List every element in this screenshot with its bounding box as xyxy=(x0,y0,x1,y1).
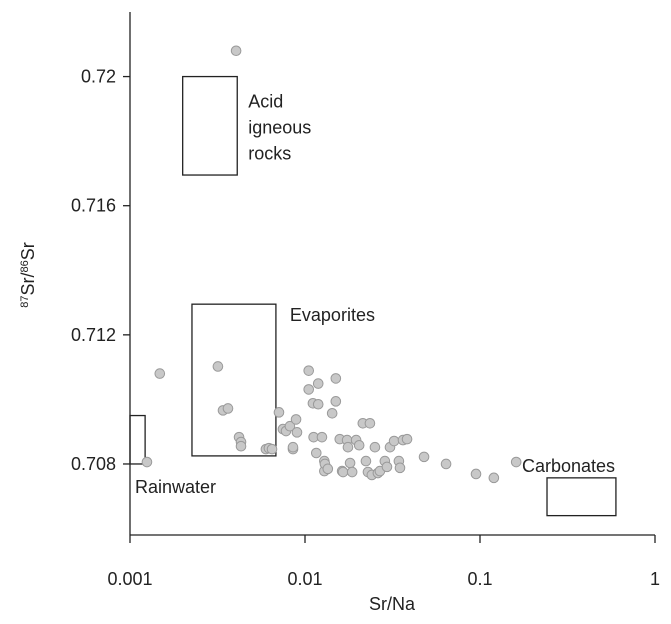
region-label: Rainwater xyxy=(135,477,216,497)
point xyxy=(344,457,356,469)
point xyxy=(303,384,315,395)
point xyxy=(322,463,334,475)
point xyxy=(284,420,296,432)
x-axis-title: Sr/Na xyxy=(369,594,416,614)
y-tick-label: 0.72 xyxy=(81,67,116,87)
y-tick-label: 0.716 xyxy=(71,196,116,216)
point xyxy=(312,398,324,410)
point xyxy=(418,451,430,463)
region-label: Carbonates xyxy=(522,456,615,476)
region-label: Acid xyxy=(248,92,283,112)
point xyxy=(353,439,365,451)
point xyxy=(291,427,303,438)
point xyxy=(360,455,372,467)
y-axis-title-sup: 86 xyxy=(19,260,31,272)
y-tick-label: 0.712 xyxy=(71,325,116,345)
point xyxy=(212,361,224,372)
point xyxy=(154,368,166,379)
point xyxy=(440,458,452,470)
point xyxy=(470,468,482,480)
point xyxy=(222,403,234,414)
point xyxy=(381,461,393,473)
region-label: Evaporites xyxy=(290,305,375,325)
point xyxy=(337,466,349,478)
region-label: igneous xyxy=(248,118,311,138)
region-box xyxy=(191,303,277,457)
point xyxy=(330,396,342,407)
point xyxy=(510,456,522,468)
region-box xyxy=(182,75,238,176)
point xyxy=(330,373,342,384)
x-tick-label: 1 xyxy=(650,569,660,589)
point xyxy=(394,462,406,474)
point xyxy=(401,433,413,445)
point xyxy=(369,441,381,453)
point xyxy=(230,45,242,57)
point xyxy=(346,466,358,478)
y-axis-title-part: Sr xyxy=(18,242,38,260)
point xyxy=(488,472,500,484)
y-tick-label: 0.708 xyxy=(71,454,116,474)
region-box xyxy=(129,414,146,465)
x-tick-label: 0.001 xyxy=(107,569,152,589)
point xyxy=(388,435,400,447)
point xyxy=(287,441,299,453)
point xyxy=(364,417,376,429)
point xyxy=(326,407,338,419)
point xyxy=(266,443,278,455)
point xyxy=(290,414,302,425)
point xyxy=(273,407,285,418)
point xyxy=(316,431,328,443)
point xyxy=(310,447,322,459)
y-axis-title: 87Sr/86Sr xyxy=(18,242,38,308)
point xyxy=(235,440,247,452)
region-box xyxy=(546,477,617,517)
point xyxy=(141,456,153,468)
x-tick-label: 0.01 xyxy=(287,569,322,589)
point xyxy=(312,378,324,389)
y-axis-title-part: Sr/ xyxy=(18,272,38,295)
region-label: rocks xyxy=(248,144,291,164)
point xyxy=(303,365,315,376)
x-tick-label: 0.1 xyxy=(467,569,492,589)
point xyxy=(342,441,354,453)
y-axis-title-sup: 87 xyxy=(19,296,31,308)
